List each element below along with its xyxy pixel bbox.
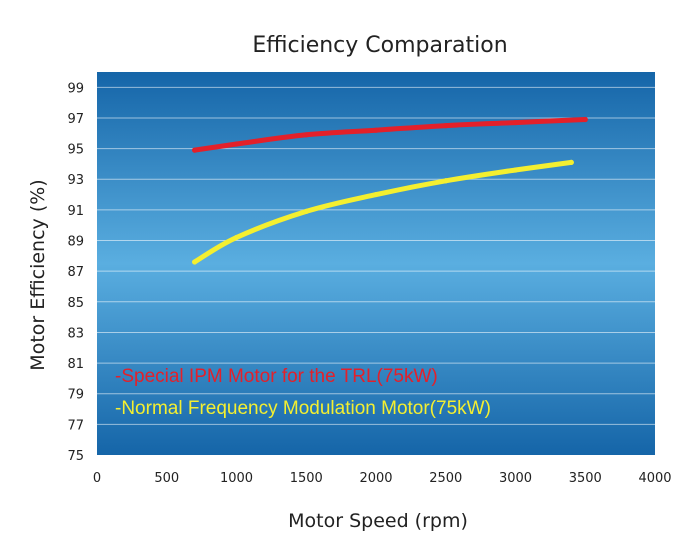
legend-series-1: -Special IPM Motor for the TRL(75kW) [115, 366, 438, 387]
data-point [512, 119, 519, 126]
data-point [568, 159, 574, 165]
x-axis-ticks: 0 500 1000 1500 2000 2500 3000 3500 4000 [93, 471, 672, 486]
y-axis-label: Motor Efficiency (%) [27, 179, 49, 370]
y-tick-label: 85 [67, 296, 84, 311]
gridlines [97, 86, 655, 425]
data-point [443, 123, 449, 129]
data-point [373, 127, 379, 133]
y-tick-label: 79 [67, 388, 84, 403]
x-tick-label: 3000 [499, 471, 532, 486]
y-tick-label: 91 [67, 204, 84, 219]
y-tick-label: 97 [67, 112, 84, 127]
x-tick-label: 2500 [429, 471, 462, 486]
y-tick-label: 95 [67, 143, 84, 158]
y-tick-label: 75 [67, 449, 84, 464]
x-tick-label: 1500 [290, 471, 323, 486]
data-point [373, 191, 379, 198]
data-point [233, 234, 240, 241]
legend-series-2: -Normal Frequency Modulation Motor(75kW) [115, 398, 491, 419]
y-tick-label: 99 [67, 81, 84, 96]
data-point [233, 141, 240, 147]
x-tick-label: 2000 [359, 471, 392, 486]
y-tick-label: 81 [67, 357, 84, 372]
y-tick-label: 83 [67, 326, 84, 341]
y-tick-label: 89 [67, 235, 84, 250]
x-tick-label: 500 [154, 471, 179, 486]
x-tick-label: 1000 [220, 471, 253, 486]
data-point [443, 178, 449, 184]
data-point [303, 208, 309, 215]
x-tick-label: 3500 [569, 471, 602, 486]
y-tick-label: 77 [67, 418, 84, 433]
x-tick-label: 4000 [638, 471, 671, 486]
y-tick-label: 87 [67, 265, 84, 280]
data-point [512, 167, 519, 173]
x-axis-label: Motor Speed (rpm) [288, 510, 468, 532]
series-lines [192, 116, 588, 265]
y-axis-ticks: 75 77 79 81 83 85 87 89 91 93 95 97 99 [67, 81, 84, 464]
y-tick-label: 93 [67, 173, 84, 188]
data-point [303, 132, 309, 138]
data-point [582, 116, 588, 123]
chart-title: Efficiency Comparation [252, 33, 507, 58]
data-point [192, 147, 198, 153]
data-point [192, 259, 198, 265]
x-tick-label: 0 [93, 471, 101, 486]
plot-area [97, 72, 655, 455]
